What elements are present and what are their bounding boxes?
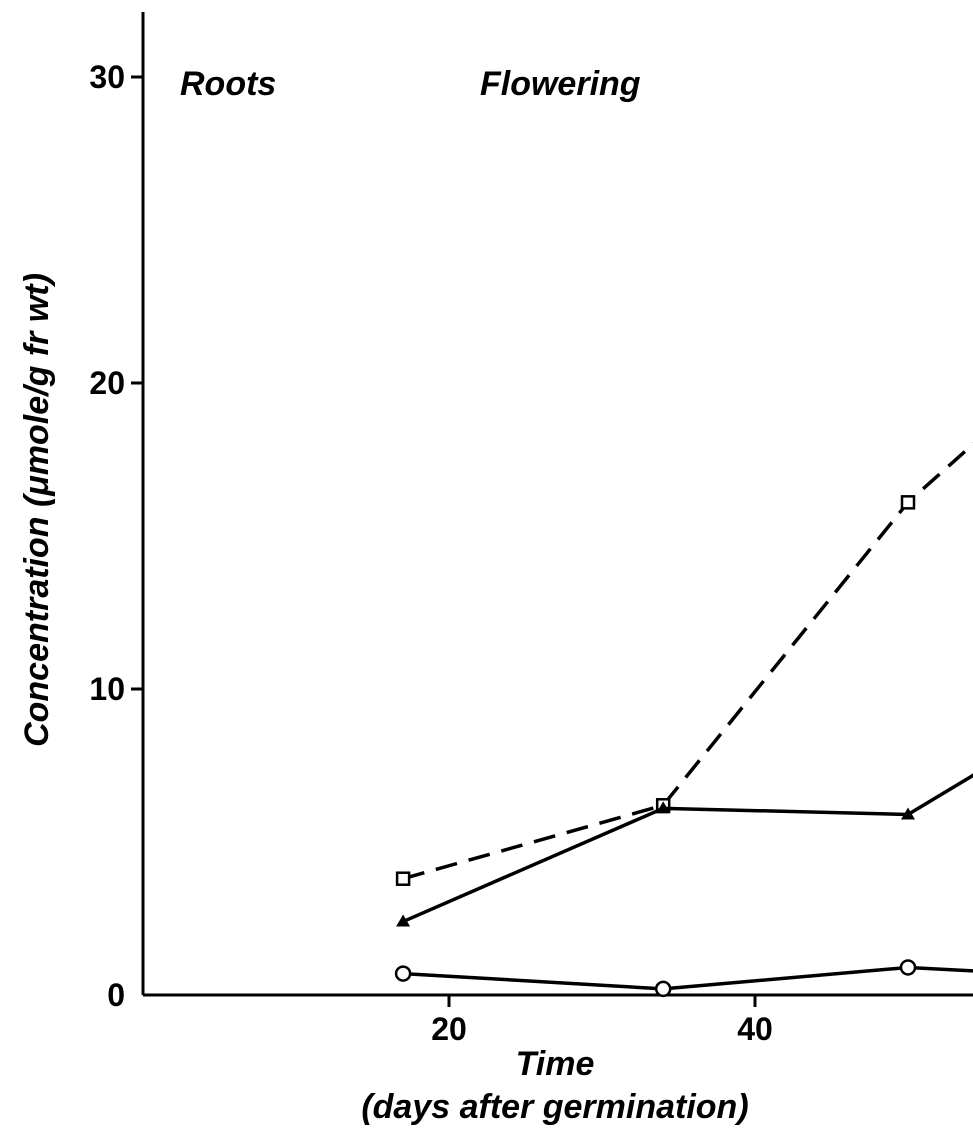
x-tick-label: 20 [431,1011,467,1047]
data-point [900,495,916,510]
data-point [656,801,671,814]
y-axis-title: Concentration (μmole/g fr wt) [18,273,56,747]
y-tick-label: 20 [89,365,125,401]
data-point [394,965,412,982]
y-ticks: 0 10 20 30 [89,59,143,1013]
data-point [901,807,915,820]
x-ticks: 20406080100 [431,995,773,1047]
data-point [654,980,672,998]
series-x: X [394,959,973,998]
y-tick-label: 30 [89,59,125,95]
flowering-label: Flowering [480,65,641,103]
x-axis-subtitle: (days after germination) [361,1088,748,1126]
series-line-x [402,965,973,991]
x-tick-label: 40 [737,1011,773,1047]
series-viii: VIII [396,773,973,927]
series-line-viii [402,773,973,924]
series-ix: IX [395,441,973,886]
data-point [395,871,411,886]
data-point [899,959,917,976]
panel-label: Roots [180,65,276,103]
y-tick-label: 10 [89,671,125,707]
series-line-ix [402,441,973,881]
data-point [396,914,411,927]
y-tick-label: 0 [107,977,125,1013]
series-layer: IXVIII X [394,441,973,998]
x-axis-title: Time [516,1045,595,1083]
